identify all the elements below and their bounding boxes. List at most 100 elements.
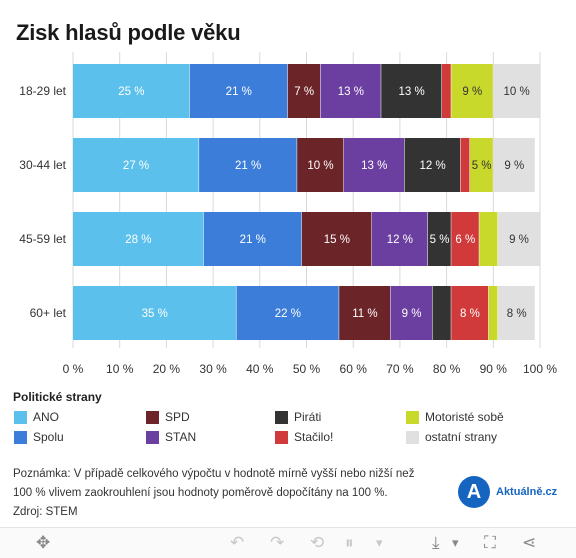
legend-swatch: [146, 430, 159, 444]
bar-segment: [488, 286, 498, 340]
data-label: 21 %: [240, 234, 266, 246]
legend-label: SPD: [165, 410, 190, 424]
data-label: 12 %: [387, 234, 413, 246]
data-label: 22 %: [275, 308, 301, 320]
undo-icon[interactable]: ↶: [230, 533, 245, 552]
bar-segment: [301, 212, 372, 266]
bar-segment: [451, 286, 489, 340]
data-label: 9 %: [402, 308, 422, 320]
data-label: 8 %: [460, 308, 480, 320]
bar-segment: [460, 138, 470, 192]
data-label: 21 %: [235, 160, 261, 172]
legend-item[interactable]: Motoristé sobě: [406, 409, 504, 425]
x-tick-label: 20 %: [153, 362, 181, 376]
bar-segment: [73, 138, 199, 192]
category-label: 30-44 let: [19, 158, 66, 172]
bar-segment: [497, 286, 535, 340]
revert-icon[interactable]: ⟲: [310, 533, 325, 552]
data-label: 25 %: [118, 86, 144, 98]
share-icon[interactable]: ⋖: [522, 533, 537, 552]
download-dropdown-icon[interactable]: ▾: [452, 535, 459, 550]
x-tick-label: 70 %: [386, 362, 414, 376]
data-label: 13 %: [398, 86, 424, 98]
data-label: 21 %: [226, 86, 252, 98]
data-label: 35 %: [142, 308, 168, 320]
bar-segment: [339, 286, 391, 340]
legend-swatch: [406, 430, 419, 444]
category-label: 45-59 let: [19, 232, 66, 246]
legend-item[interactable]: Piráti: [275, 409, 321, 425]
legend-item[interactable]: ANO: [14, 409, 59, 425]
legend-item[interactable]: Spolu: [14, 429, 64, 445]
bar-segment: [451, 212, 479, 266]
legend-item[interactable]: SPD: [146, 409, 190, 425]
x-tick-label: 30 %: [199, 362, 227, 376]
data-label: 9 %: [462, 86, 482, 98]
bar-segment: [343, 138, 405, 192]
data-label: 15 %: [324, 234, 350, 246]
bar-segment: [469, 138, 493, 192]
bar-segment: [432, 286, 451, 340]
bar-segment: [199, 138, 297, 192]
legend-label: Spolu: [33, 430, 64, 444]
move-icon[interactable]: ✥: [36, 533, 51, 552]
bar-segment: [493, 138, 535, 192]
legend-swatch: [14, 430, 27, 444]
data-label: 6 %: [455, 234, 475, 246]
legend-label: ostatní strany: [425, 430, 498, 444]
legend-item[interactable]: ostatní strany: [406, 429, 497, 445]
data-label: 9 %: [509, 234, 529, 246]
download-icon[interactable]: ⤓: [432, 533, 440, 552]
bar-segment: [297, 138, 344, 192]
viz-toolbar: ✥ ↶ ↷ ⟲ ⏸ ▾ ⤓ ▾ ⛶ ⋖: [0, 527, 576, 558]
x-tick-label: 10 %: [106, 362, 134, 376]
x-tick-label: 90 %: [480, 362, 508, 376]
data-label: 27 %: [123, 160, 149, 172]
dropdown-icon[interactable]: ▾: [376, 535, 383, 550]
legend-swatch: [275, 410, 288, 424]
bar-segment: [381, 64, 442, 118]
chart: 18-29 let 25 % 21 % 7 % 13 % 13 % 9 % 10 % 30-44…: [19, 52, 557, 376]
legend-label: ANO: [33, 410, 60, 424]
bar-segment: [427, 212, 451, 266]
x-tick-label: 0 %: [63, 362, 84, 376]
data-label: 7 %: [294, 86, 314, 98]
note-line: Poznámka: V případě celkového výpočtu v …: [13, 468, 415, 480]
data-label: 5 %: [472, 160, 492, 172]
x-tick-label: 60 %: [340, 362, 368, 376]
bar-segment: [441, 64, 451, 118]
bar-segment: [73, 64, 190, 118]
bar-segment: [320, 64, 381, 118]
legend-title: Politické strany: [13, 390, 102, 404]
redo-icon[interactable]: ↷: [270, 533, 285, 552]
bar-segment: [73, 212, 204, 266]
bar-segment: [404, 138, 461, 192]
chart-title: Zisk hlasů podle věku: [16, 20, 241, 45]
x-tick-label: 80 %: [433, 362, 461, 376]
data-label: 8 %: [507, 308, 527, 320]
bar-segment: [493, 64, 540, 118]
category-label: 18-29 let: [19, 84, 66, 98]
x-tick-label: 100 %: [523, 362, 557, 376]
data-label: 10 %: [504, 86, 530, 98]
bar-segment: [189, 64, 288, 118]
legend-item[interactable]: Stačilo!: [275, 429, 333, 445]
source-line: Zdroj: STEM: [13, 506, 78, 518]
fullscreen-icon[interactable]: ⛶: [484, 533, 496, 552]
bar-segment: [497, 212, 540, 266]
data-label: 13 %: [361, 160, 387, 172]
data-label: 5 %: [430, 234, 450, 246]
category-label: 60+ let: [30, 306, 67, 320]
legend-label: Stačilo!: [294, 430, 334, 444]
legend-label: STAN: [165, 430, 197, 444]
data-label: 9 %: [504, 160, 524, 172]
data-label: 12 %: [419, 160, 445, 172]
legend-item[interactable]: STAN: [146, 429, 196, 445]
note-line: 100 % vlivem zaokrouhlení jsou hodnoty p…: [13, 487, 388, 499]
aktualne-logo[interactable]: A Aktuálně.cz: [458, 476, 557, 508]
note: Poznámka: V případě celkového výpočtu v …: [13, 465, 453, 522]
legend-label: Piráti: [294, 410, 322, 424]
data-label: 28 %: [125, 234, 151, 246]
pause-icon[interactable]: ⏸: [345, 533, 354, 552]
x-tick-label: 50 %: [293, 362, 321, 376]
